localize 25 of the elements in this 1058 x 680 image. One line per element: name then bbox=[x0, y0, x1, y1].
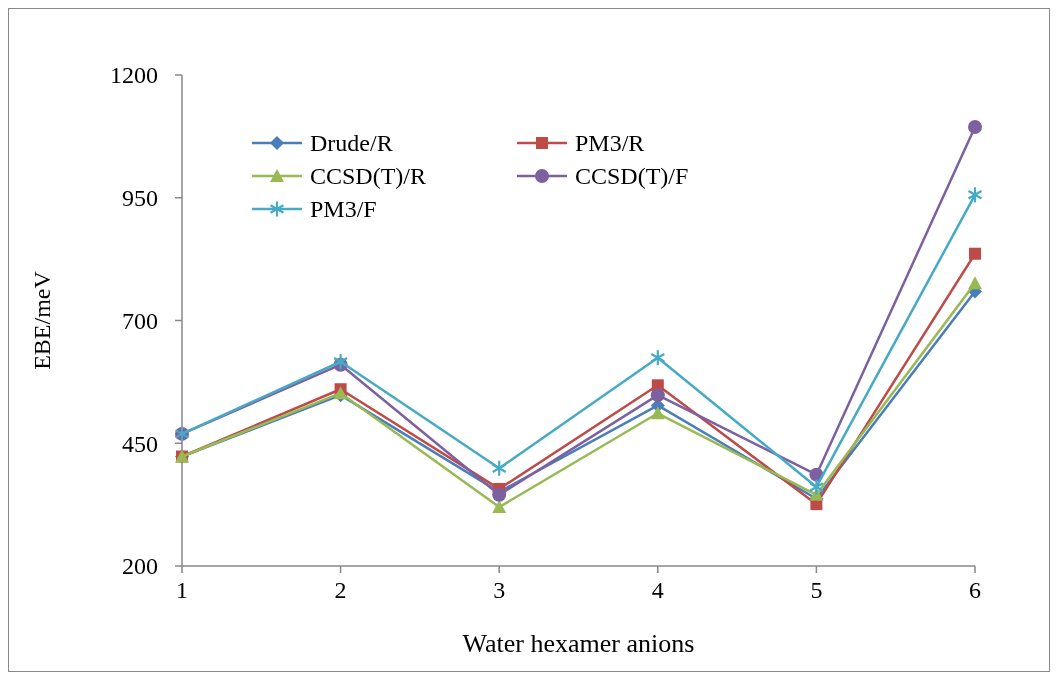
x-tick-label: 5 bbox=[810, 577, 823, 603]
point bbox=[650, 406, 665, 420]
x-tick-label: 3 bbox=[493, 577, 506, 603]
point bbox=[650, 388, 665, 403]
y-axis-title: EBE/meV bbox=[29, 270, 55, 370]
y-tick-label: 700 bbox=[122, 307, 158, 334]
point bbox=[969, 247, 981, 260]
point bbox=[492, 500, 507, 514]
x-axis-title: Water hexamer anions bbox=[462, 629, 695, 658]
point bbox=[968, 276, 982, 290]
legend-label: Drude/R bbox=[310, 130, 393, 157]
x-tick-label: 1 bbox=[176, 577, 188, 603]
y-tick-label: 450 bbox=[122, 430, 158, 457]
y-tick-label: 1200 bbox=[110, 62, 158, 89]
point bbox=[968, 120, 982, 135]
legend-label: PM3/F bbox=[310, 196, 377, 223]
x-tick-label: 4 bbox=[651, 577, 664, 603]
x-tick-label: 6 bbox=[969, 577, 981, 603]
x-tick-label: 2 bbox=[334, 577, 347, 603]
legend-label: CCSD(T)/R bbox=[310, 163, 427, 190]
legend-label: PM3/R bbox=[575, 130, 645, 157]
legend-label: CCSD(T)/F bbox=[575, 163, 689, 190]
y-tick-label: 950 bbox=[122, 185, 158, 212]
y-tick-label: 200 bbox=[122, 553, 158, 580]
point bbox=[809, 479, 824, 495]
